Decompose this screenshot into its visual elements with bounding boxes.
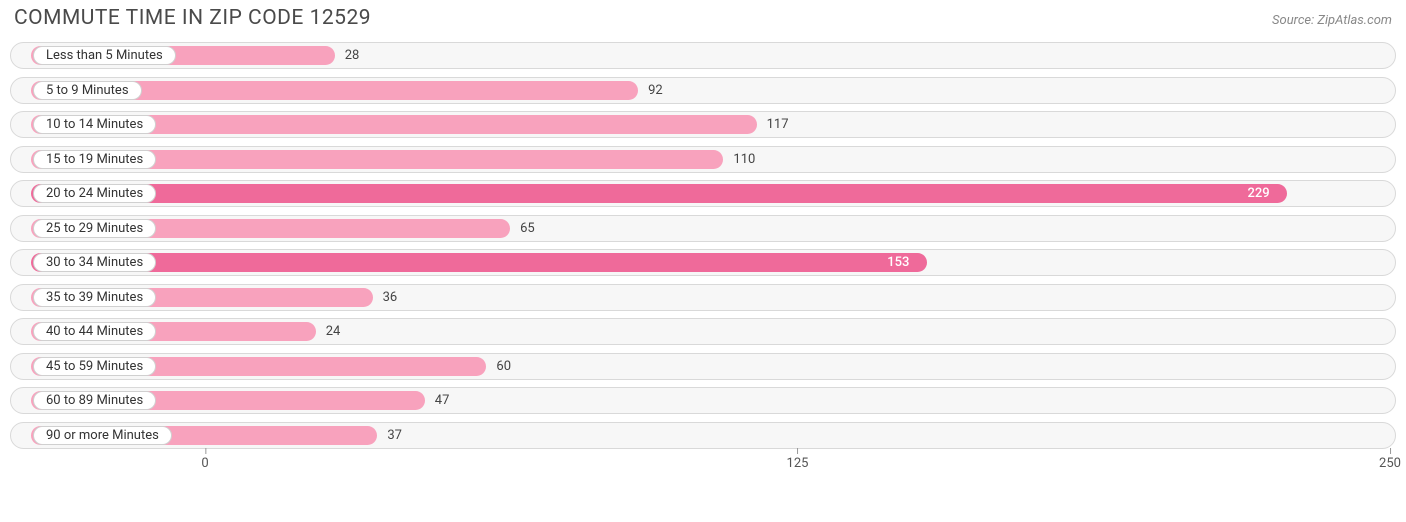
chart-title: COMMUTE TIME IN ZIP CODE 12529 bbox=[14, 6, 371, 30]
axis-tick: 0 bbox=[201, 456, 208, 471]
bar-row: 25 to 29 Minutes 65 bbox=[10, 215, 1396, 242]
category-pill: 5 to 9 Minutes bbox=[33, 81, 142, 100]
value-label: 28 bbox=[345, 43, 360, 68]
value-label: 117 bbox=[767, 112, 789, 137]
chart-header: COMMUTE TIME IN ZIP CODE 12529 Source: Z… bbox=[10, 6, 1396, 30]
bar-row: 40 to 44 Minutes 24 bbox=[10, 318, 1396, 345]
value-label: 229 bbox=[1247, 181, 1269, 206]
value-label: 153 bbox=[887, 250, 909, 275]
bar-row: 60 to 89 Minutes 47 bbox=[10, 387, 1396, 414]
value-label: 92 bbox=[648, 78, 663, 103]
category-pill: 35 to 39 Minutes bbox=[33, 288, 156, 307]
bar bbox=[31, 184, 1287, 203]
category-pill: Less than 5 Minutes bbox=[33, 46, 176, 65]
value-label: 24 bbox=[326, 319, 341, 344]
value-label: 37 bbox=[387, 423, 402, 448]
bar-row: 30 to 34 Minutes 153 bbox=[10, 249, 1396, 276]
category-pill: 90 or more Minutes bbox=[33, 426, 172, 445]
bar-row: 5 to 9 Minutes 92 bbox=[10, 77, 1396, 104]
axis-tick: 250 bbox=[1379, 456, 1401, 471]
category-pill: 25 to 29 Minutes bbox=[33, 219, 156, 238]
value-label: 36 bbox=[383, 285, 398, 310]
category-pill: 30 to 34 Minutes bbox=[33, 253, 156, 272]
category-pill: 45 to 59 Minutes bbox=[33, 357, 156, 376]
bar bbox=[31, 253, 927, 272]
commute-bar-chart: Less than 5 Minutes 28 5 to 9 Minutes 92 10 … bbox=[10, 42, 1396, 484]
category-pill: 60 to 89 Minutes bbox=[33, 391, 156, 410]
bar-row: 15 to 19 Minutes 110 bbox=[10, 146, 1396, 173]
value-label: 110 bbox=[733, 147, 755, 172]
category-pill: 40 to 44 Minutes bbox=[33, 322, 156, 341]
bar-row: 10 to 14 Minutes 117 bbox=[10, 111, 1396, 138]
chart-source: Source: ZipAtlas.com bbox=[1272, 13, 1392, 28]
category-pill: 10 to 14 Minutes bbox=[33, 115, 156, 134]
value-label: 60 bbox=[496, 354, 511, 379]
value-label: 47 bbox=[435, 388, 450, 413]
bar-row: 35 to 39 Minutes 36 bbox=[10, 284, 1396, 311]
bar-row: 20 to 24 Minutes 229 bbox=[10, 180, 1396, 207]
axis-tick: 125 bbox=[787, 456, 809, 471]
bar-row: Less than 5 Minutes 28 bbox=[10, 42, 1396, 69]
bar-row: 90 or more Minutes 37 bbox=[10, 422, 1396, 449]
category-pill: 20 to 24 Minutes bbox=[33, 184, 156, 203]
category-pill: 15 to 19 Minutes bbox=[33, 150, 156, 169]
value-label: 65 bbox=[520, 216, 535, 241]
x-axis: 0125250 bbox=[10, 456, 1396, 484]
bar-row: 45 to 59 Minutes 60 bbox=[10, 353, 1396, 380]
